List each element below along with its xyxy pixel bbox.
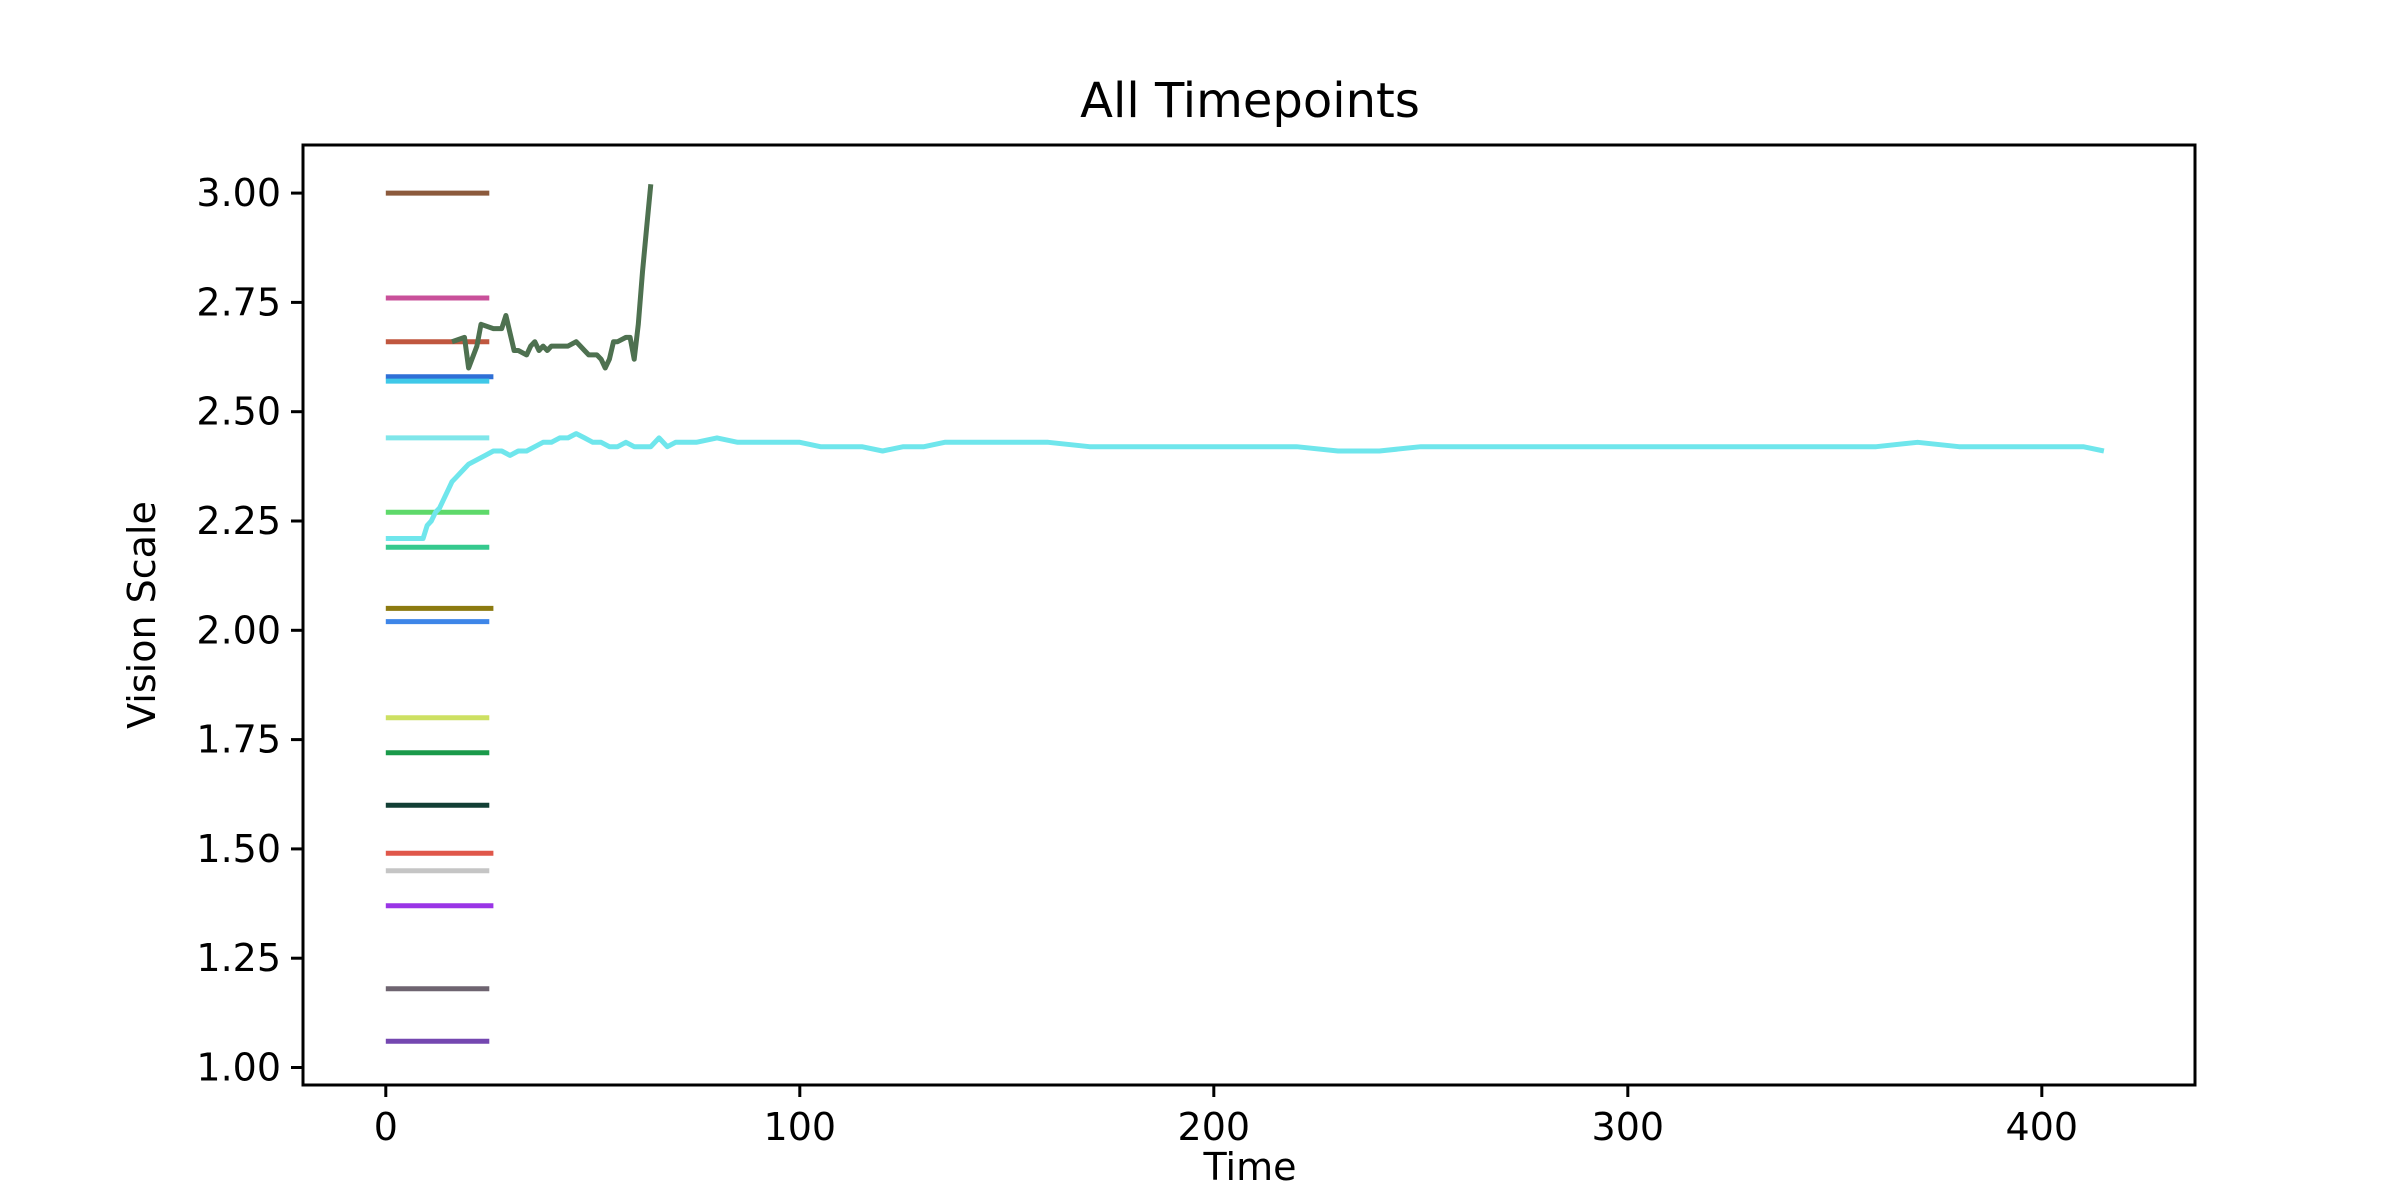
y-tick-label: 3.00	[196, 171, 281, 215]
y-tick-label: 2.75	[196, 280, 281, 324]
y-tick-label: 1.00	[196, 1046, 281, 1090]
y-axis-label: Vision Scale	[120, 501, 164, 729]
y-tick-label: 1.75	[196, 718, 281, 762]
y-axis: 1.00 1.25 1.50 1.75 2.00 2.25 2.50 2.75 3.00	[196, 171, 303, 1090]
y-tick-label: 2.50	[196, 390, 281, 434]
x-axis-label: Time	[1203, 1145, 1297, 1189]
chart-title: All Timepoints	[1080, 73, 1420, 129]
y-tick-label: 2.00	[196, 608, 281, 652]
x-tick-label: 400	[2006, 1105, 2079, 1149]
y-tick-label: 1.25	[196, 936, 281, 980]
y-tick-label: 1.50	[196, 827, 281, 871]
y-tick-label: 2.25	[196, 499, 281, 543]
plot-frame	[301, 143, 2197, 1087]
x-tick-label: 200	[1178, 1105, 1251, 1149]
series-line-20	[385, 431, 2105, 541]
plot-lines	[385, 184, 2105, 1044]
series-line-19	[451, 184, 654, 371]
x-tick-label: 0	[374, 1105, 398, 1149]
x-tick-label: 100	[764, 1105, 837, 1149]
x-tick-label: 300	[1592, 1105, 1665, 1149]
x-axis: 0 100 200 300 400	[374, 1085, 2078, 1149]
